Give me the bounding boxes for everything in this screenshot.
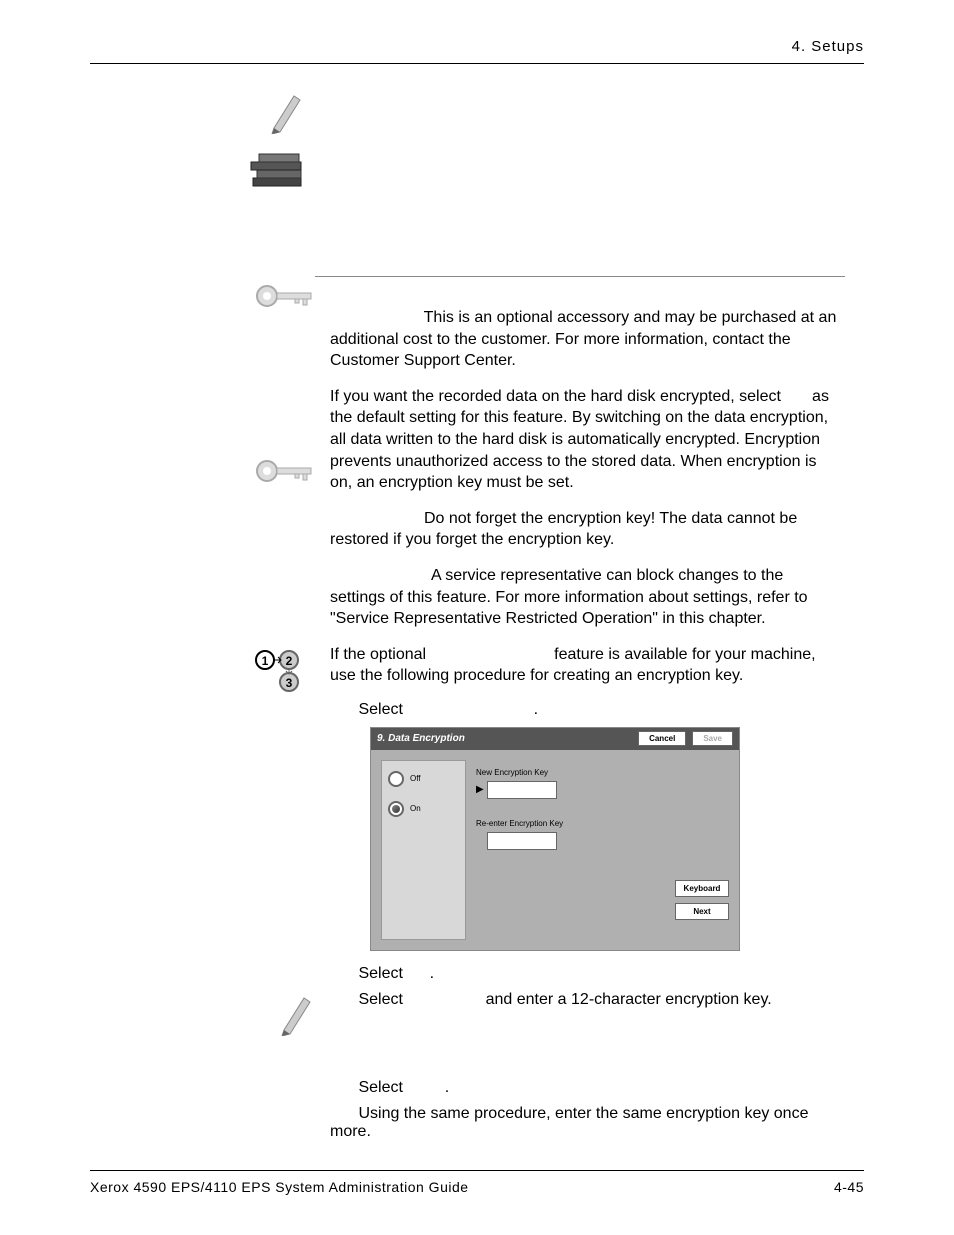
radio-icon (388, 771, 404, 787)
reenter-key-input[interactable] (487, 832, 557, 850)
steps-123-icon: 1 2 3 (255, 650, 301, 697)
svg-text:1: 1 (262, 654, 269, 668)
dialog-titlebar: 9. Data Encryption Cancel Save (371, 728, 739, 750)
step-5: 5. Using the same procedure, enter the s… (330, 1105, 850, 1141)
page-header: 4. Setups (90, 38, 864, 64)
save-button[interactable]: Save (692, 731, 733, 746)
svg-text:2: 2 (286, 654, 293, 668)
pencil-icon (268, 88, 306, 139)
new-key-input[interactable] (487, 781, 557, 799)
step-3: 3. Select Keyboard and enter a 12-charac… (330, 991, 850, 1009)
next-button[interactable]: Next (675, 903, 729, 920)
cancel-button[interactable]: Cancel (638, 731, 686, 746)
radio-off[interactable]: Off (388, 771, 459, 787)
triangle-icon: ▶ (476, 784, 484, 795)
radio-on[interactable]: On (388, 801, 459, 817)
body-paragraph: If you want the recorded data on the har… (330, 386, 840, 494)
step-4: 4. Select Save. (330, 1079, 850, 1097)
dialog-radio-panel: Off On (381, 760, 466, 940)
step-1: 1. Select Change Settings. (330, 701, 850, 719)
footer-title: Xerox 4590 EPS/4110 EPS System Administr… (90, 1179, 469, 1195)
key-point-paragraph: KEY POINT: Do not forget the encryption … (330, 508, 840, 551)
important-paragraph: IMPORTANT: A service representative can … (330, 565, 840, 630)
header-section-label: 4. Setups (792, 38, 864, 55)
books-icon (247, 150, 307, 203)
new-key-label: New Encryption Key (476, 768, 719, 777)
pencil-icon (278, 990, 316, 1041)
step-2: 2. Select On. (330, 965, 850, 983)
body-paragraph: If the optional Data Security Kit featur… (330, 644, 840, 687)
reenter-key-label: Re-enter Encryption Key (476, 819, 719, 828)
key-point-paragraph: KEY POINT: This is an optional accessory… (330, 307, 840, 372)
key-icon (253, 280, 317, 317)
dialog-title: 9. Data Encryption (377, 733, 632, 744)
radio-icon (388, 801, 404, 817)
svg-text:3: 3 (286, 676, 293, 690)
procedure-steps: 1. Select Change Settings. 9. Data Encry… (330, 701, 864, 1141)
key-icon (253, 455, 317, 492)
data-encryption-dialog: 9. Data Encryption Cancel Save Off On (370, 727, 740, 951)
section-rule (315, 276, 845, 277)
keyboard-button[interactable]: Keyboard (675, 880, 729, 897)
page-number: 4-45 (834, 1179, 864, 1195)
content-column: KEY POINT: This is an optional accessory… (330, 64, 864, 1141)
page-footer: Xerox 4590 EPS/4110 EPS System Administr… (90, 1170, 864, 1195)
